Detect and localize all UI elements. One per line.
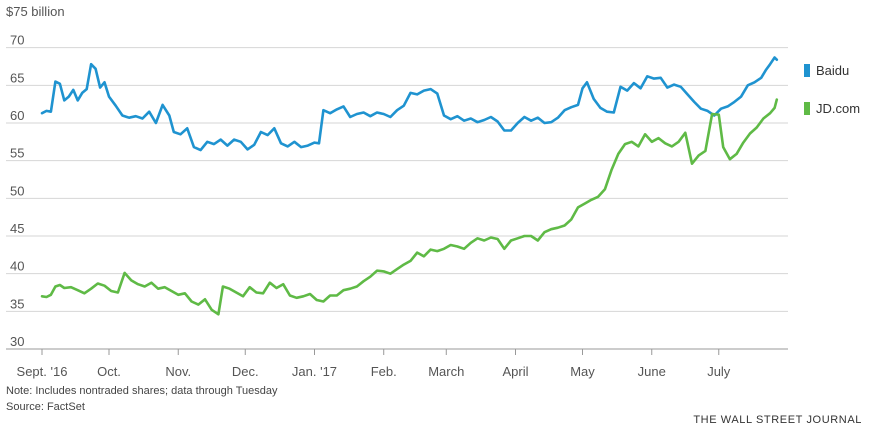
x-tick-label: July [707,364,731,379]
legend-label: Baidu [816,63,849,78]
x-tick-label: Oct. [97,364,121,379]
y-tick-label: 30 [10,334,24,349]
x-tick-label: May [570,364,595,379]
gridlines [6,47,788,350]
x-tick-label: Sept. '16 [17,364,68,379]
y-axis-ticks: 30 35 40 45 50 55 60 65 70 [10,33,24,349]
y-axis-unit-label: $75 billion [6,4,65,19]
x-tick-label: March [428,364,464,379]
legend-label: JD.com [816,101,860,116]
y-tick-label: 70 [10,33,24,48]
x-tick-label: June [638,364,666,379]
y-tick-label: 35 [10,296,24,311]
y-tick-label: 50 [10,183,24,198]
series-line-baidu [40,56,779,152]
chart-note: Note: Includes nontraded shares; data th… [6,385,278,397]
x-tick-label: April [503,364,529,379]
y-tick-label: 55 [10,146,24,161]
publisher-brand: THE WALL STREET JOURNAL [693,414,862,426]
y-tick-label: 45 [10,221,24,236]
y-tick-label: 40 [10,259,24,274]
legend-swatch [804,64,810,77]
x-tick-label: Jan. '17 [292,364,337,379]
series-line-jd-com [40,98,779,316]
x-tick-label: Feb. [371,364,397,379]
y-tick-label: 65 [10,70,24,85]
x-axis: Sept. '16 Oct. Nov. Dec. Jan. '17 Feb. March Ap… [6,348,788,379]
legend: Baidu JD.com [804,63,860,116]
y-tick-label: 60 [10,108,24,123]
x-tick-label: Nov. [165,364,191,379]
chart-source: Source: FactSet [6,401,85,413]
legend-swatch [804,102,810,115]
x-tick-label: Dec. [232,364,259,379]
series-lines [40,56,779,316]
